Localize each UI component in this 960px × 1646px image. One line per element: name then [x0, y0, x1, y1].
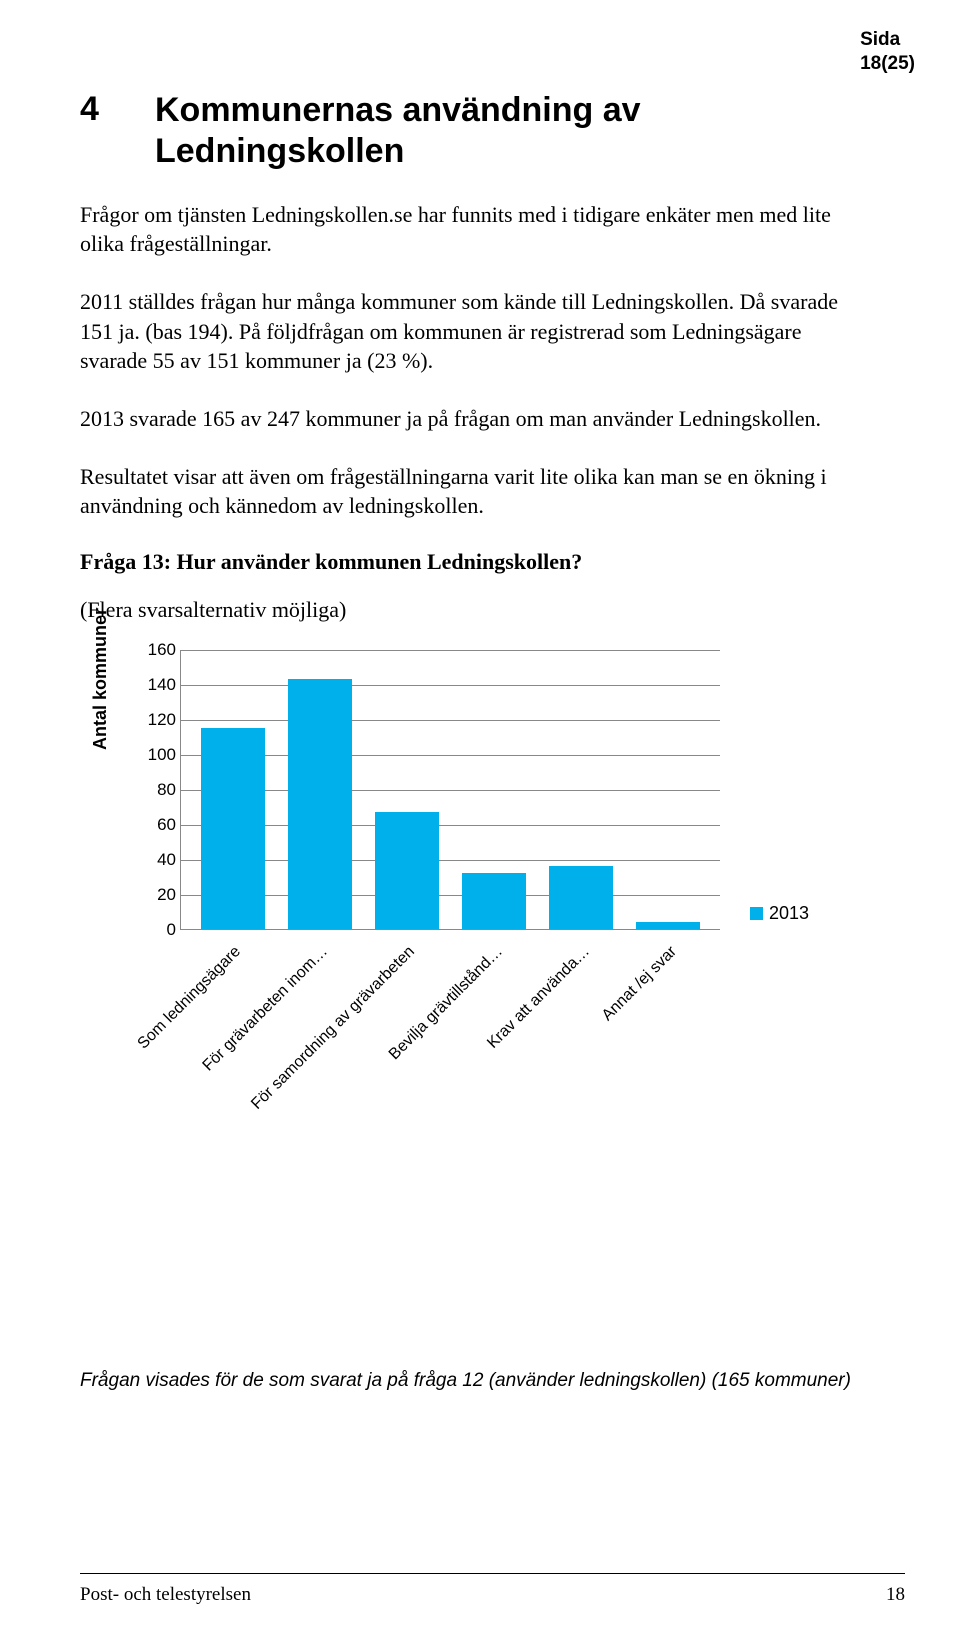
chart-legend: 2013: [750, 903, 809, 924]
paragraph-4: Resultatet visar att även om frågeställn…: [80, 462, 860, 521]
y-tick-label: 0: [140, 920, 176, 940]
footer-page-num: 18: [886, 1584, 905, 1606]
section-heading: 4 Kommunernas användning av Ledningskoll…: [80, 90, 880, 172]
bar-chart: Antal kommuner 020406080100120140160 Som…: [110, 650, 900, 1130]
bar-slot: [538, 650, 625, 929]
paragraph-2: 2011 ställdes frågan hur många kommuner …: [80, 287, 860, 376]
x-label-slot: Annat /ej svar: [625, 935, 712, 1135]
bar-slot: [625, 650, 712, 929]
bar: [462, 873, 526, 929]
footer-org: Post- och telestyrelsen: [80, 1584, 251, 1606]
bars-group: [181, 650, 720, 929]
page: Sida 18(25) 4 Kommunernas användning av …: [0, 0, 960, 1646]
x-label-slot: Krav att använda…: [537, 935, 624, 1135]
page-footer: Post- och telestyrelsen 18: [80, 1573, 905, 1606]
x-labels: Som ledningsägareFör grävarbeten inom…Fö…: [180, 935, 720, 1135]
y-tick-label: 140: [140, 675, 176, 695]
bar: [549, 866, 613, 929]
legend-label: 2013: [769, 903, 809, 924]
bar: [636, 922, 700, 929]
question-sub: (Flera svarsalternativ möjliga): [80, 595, 860, 625]
y-tick-label: 40: [140, 850, 176, 870]
section-title: Kommunernas användning av Ledningskollen: [155, 90, 880, 172]
page-indicator: 18(25): [860, 52, 915, 76]
y-tick-label: 80: [140, 780, 176, 800]
y-tick-label: 120: [140, 710, 176, 730]
paragraph-3: 2013 svarade 165 av 247 kommuner ja på f…: [80, 404, 860, 434]
legend-swatch: [750, 907, 763, 920]
question-heading: Fråga 13: Hur använder kommunen Lednings…: [80, 549, 880, 575]
bar-slot: [451, 650, 538, 929]
y-tick-label: 100: [140, 745, 176, 765]
bar-slot: [189, 650, 276, 929]
bar: [288, 679, 352, 929]
y-axis-label: Antal kommuner: [90, 608, 111, 750]
section-number: 4: [80, 90, 155, 129]
y-tick-label: 160: [140, 640, 176, 660]
y-tick-label: 60: [140, 815, 176, 835]
side-label: Sida: [860, 28, 915, 52]
y-tick-label: 20: [140, 885, 176, 905]
bar: [375, 812, 439, 929]
bar: [201, 728, 265, 929]
paragraph-1: Frågor om tjänsten Ledningskollen.se har…: [80, 200, 860, 259]
bar-slot: [276, 650, 363, 929]
page-side-header: Sida 18(25): [860, 28, 915, 76]
bar-slot: [363, 650, 450, 929]
chart-footnote: Frågan visades för de som svarat ja på f…: [80, 1370, 880, 1392]
plot-area: [180, 650, 720, 930]
